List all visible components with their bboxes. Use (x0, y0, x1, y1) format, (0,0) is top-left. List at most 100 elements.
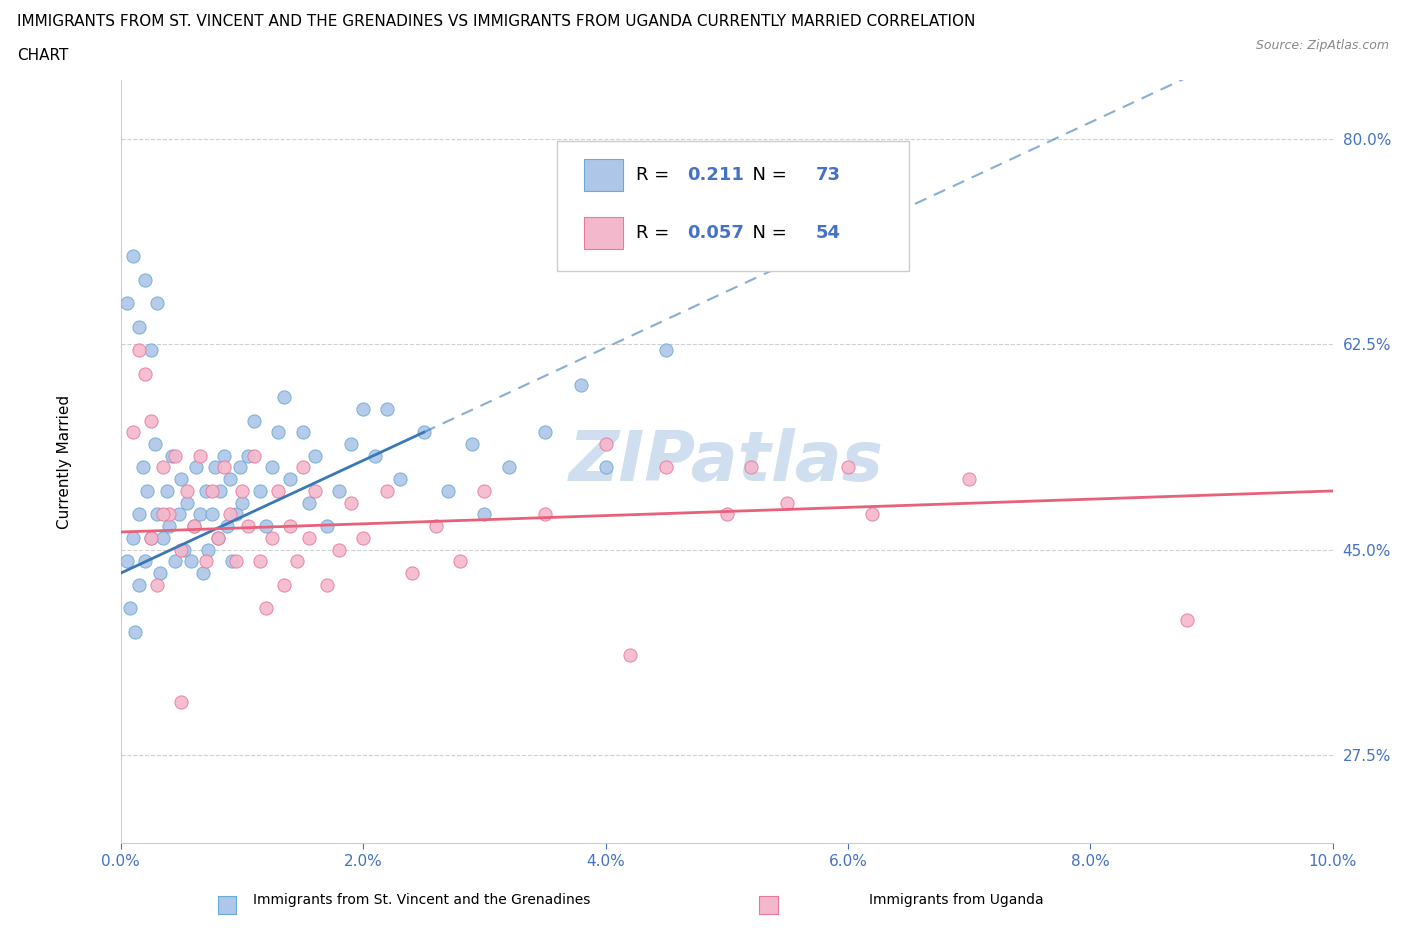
Point (218, 507, 240, 522)
Point (328, 484, 350, 498)
Point (225, 507, 247, 522)
Point (340, 436, 363, 451)
Point (197, 542, 219, 557)
Point (160, 448, 183, 463)
Point (173, 542, 195, 557)
Text: Immigrants from St. Vincent and the Grenadines: Immigrants from St. Vincent and the Gren… (253, 893, 591, 907)
Point (128, 578, 150, 592)
Point (221, 554, 243, 569)
Text: 0.057: 0.057 (686, 224, 744, 243)
Point (152, 507, 174, 522)
Point (194, 554, 217, 569)
Point (152, 460, 174, 475)
Point (170, 695, 193, 710)
Point (139, 342, 162, 357)
Point (165, 448, 187, 463)
Point (837, 460, 859, 475)
Point (184, 460, 207, 475)
Point (957, 472, 980, 486)
Point (134, 554, 156, 569)
Point (377, 402, 399, 417)
Point (165, 554, 187, 569)
Point (128, 507, 150, 522)
Point (498, 460, 520, 475)
Point (207, 530, 229, 545)
Point (315, 519, 337, 534)
Point (655, 342, 678, 357)
Point (207, 530, 229, 545)
Point (254, 519, 277, 534)
Point (716, 507, 738, 522)
Point (228, 460, 250, 475)
Y-axis label: Currently Married: Currently Married (58, 394, 72, 528)
Text: Immigrants from Uganda: Immigrants from Uganda (869, 893, 1043, 907)
Point (139, 413, 162, 428)
Point (262, 460, 284, 475)
Point (194, 484, 217, 498)
Point (243, 448, 266, 463)
Point (249, 484, 271, 498)
Point (243, 413, 266, 428)
Point (183, 519, 205, 534)
Text: 0.211: 0.211 (686, 166, 744, 184)
Text: IMMIGRANTS FROM ST. VINCENT AND THE GRENADINES VS IMMIGRANTS FROM UGANDA CURRENT: IMMIGRANTS FROM ST. VINCENT AND THE GREN… (17, 14, 976, 29)
Point (569, 378, 592, 392)
Point (217, 519, 239, 534)
Point (267, 484, 290, 498)
Point (128, 342, 150, 357)
Text: R =: R = (636, 166, 675, 184)
Point (776, 496, 799, 511)
Point (122, 248, 145, 263)
Point (122, 425, 145, 440)
Point (170, 472, 193, 486)
Point (249, 554, 271, 569)
Point (474, 484, 496, 498)
Point (120, 601, 142, 616)
Point (437, 484, 460, 498)
Text: CHART: CHART (17, 48, 69, 63)
Point (193, 565, 215, 580)
Point (180, 554, 202, 569)
Point (146, 507, 169, 522)
Point (534, 507, 557, 522)
Point (188, 507, 211, 522)
Point (273, 578, 295, 592)
Point (122, 530, 145, 545)
Point (131, 460, 153, 475)
Point (328, 542, 350, 557)
Text: 73: 73 (815, 166, 841, 184)
Point (183, 519, 205, 534)
Point (377, 484, 399, 498)
Point (157, 519, 180, 534)
Point (236, 519, 259, 534)
Point (201, 507, 224, 522)
Point (352, 530, 374, 545)
Point (231, 484, 253, 498)
Point (280, 519, 302, 534)
Text: Source: ZipAtlas.com: Source: ZipAtlas.com (1256, 39, 1389, 52)
Point (425, 519, 447, 534)
Point (304, 484, 326, 498)
Point (143, 436, 166, 451)
Text: ZIPatlas: ZIPatlas (569, 428, 884, 495)
Point (740, 460, 762, 475)
Point (124, 624, 146, 639)
Point (148, 565, 170, 580)
Point (285, 554, 308, 569)
Text: 54: 54 (815, 224, 841, 243)
Point (364, 448, 387, 463)
Point (474, 507, 496, 522)
Point (254, 601, 277, 616)
Point (298, 496, 321, 511)
Point (534, 425, 557, 440)
Point (134, 366, 156, 381)
Point (291, 425, 314, 440)
Point (146, 578, 169, 592)
Point (267, 425, 290, 440)
Point (212, 448, 235, 463)
Point (273, 390, 295, 405)
Point (291, 460, 314, 475)
Point (134, 272, 156, 287)
Point (212, 460, 235, 475)
Point (1175, 613, 1198, 628)
